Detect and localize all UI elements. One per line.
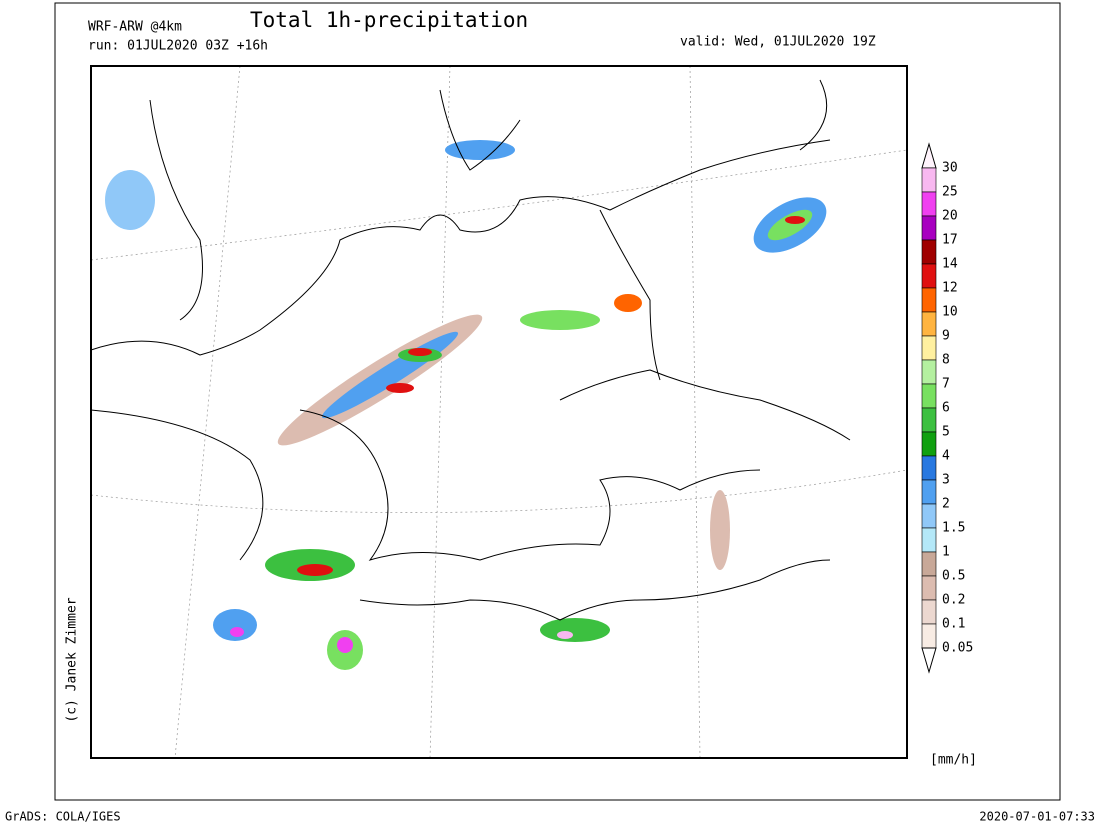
legend-swatch [921,407,937,433]
outer-frame [54,2,1061,801]
legend-swatch [921,623,937,649]
legend-swatch [921,167,937,193]
borders [299,209,851,621]
map [90,65,908,759]
legend-label: 0.1 [942,617,965,632]
legend-label: 0.05 [942,641,973,656]
map-frame [90,65,908,759]
legend-swatch [921,383,937,409]
legend-label: 1.5 [942,521,965,536]
legend-label: 0.2 [942,593,965,608]
legend-label: 2 [942,497,950,512]
legend-cap-bottom [921,647,937,674]
legend-swatch [921,527,937,553]
legend-swatch [921,551,937,577]
model-label: WRF-ARW @4km [88,20,182,35]
legend: 30 25 20 17 14 12 10 9 8 7 6 5 4 3 2 1.5 1 0.5 0.2 0.1 0.05 [921,142,973,674]
legend-label: 25 [942,185,958,200]
legend-swatch [921,263,937,289]
valid-label: valid: Wed, 01JUL2020 19Z [680,35,876,50]
legend-swatch [921,479,937,505]
graticule [90,65,908,759]
legend-label: 7 [942,377,950,392]
legend-label: 30 [942,161,958,176]
legend-swatch [921,431,937,457]
legend-swatch [921,239,937,265]
legend-label: 10 [942,305,958,320]
footer-left: GrADS: COLA/IGES [5,810,121,824]
legend-swatch [921,287,937,313]
legend-swatch [921,575,937,601]
credit: (c) Janek Zimmer [65,597,80,722]
legend-label: 20 [942,209,958,224]
title: Total 1h-precipitation [250,8,528,32]
legend-label: 12 [942,281,958,296]
legend-label: 6 [942,401,950,416]
legend-label: 8 [942,353,950,368]
footer-right: 2020-07-01-07:33 [979,810,1095,824]
legend-swatch [921,335,937,361]
legend-label: 5 [942,425,950,440]
legend-cap-top [921,142,937,169]
run-label: run: 01JUL2020 03Z +16h [88,39,268,54]
legend-swatch [921,191,937,217]
legend-swatch [921,455,937,481]
coastline [90,79,831,561]
legend-swatch [921,311,937,337]
legend-swatch [921,215,937,241]
legend-label: 3 [942,473,950,488]
legend-label: 1 [942,545,950,560]
legend-label: 0.5 [942,569,965,584]
legend-swatch [921,503,937,529]
legend-label: 4 [942,449,950,464]
legend-label: 17 [942,233,958,248]
legend-label: 14 [942,257,958,272]
legend-swatch [921,359,937,385]
unit-label: [mm/h] [930,753,977,768]
legend-swatch [921,599,937,625]
precip-blobs [105,140,827,670]
legend-label: 9 [942,329,950,344]
